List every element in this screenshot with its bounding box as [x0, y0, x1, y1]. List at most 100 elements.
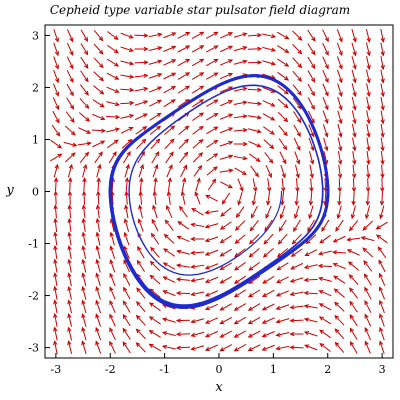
trajectory-segment	[240, 190, 283, 255]
field-arrow	[175, 345, 191, 350]
field-arrow	[149, 260, 161, 272]
field-arrow	[53, 190, 58, 205]
field-arrow	[93, 30, 104, 42]
y-tick-label: -1	[28, 238, 39, 251]
field-arrow	[335, 219, 344, 232]
field-arrow	[67, 163, 73, 178]
field-arrow	[162, 276, 176, 283]
field-arrow	[275, 276, 289, 284]
field-arrow	[289, 291, 304, 297]
field-arrow	[233, 114, 248, 119]
field-arrow	[334, 341, 345, 353]
field-arrow	[81, 340, 87, 354]
field-arrow	[351, 29, 357, 43]
field-arrow	[109, 258, 116, 273]
field-arrow	[365, 178, 371, 193]
field-arrow	[109, 272, 116, 286]
field-arrow	[93, 43, 104, 55]
field-arrow	[139, 177, 144, 192]
field-arrow	[219, 262, 232, 271]
field-arrow	[349, 313, 358, 327]
field-arrow	[206, 139, 219, 148]
field-arrow	[349, 340, 358, 354]
field-arrow	[247, 33, 263, 38]
field-arrow	[247, 303, 261, 311]
field-arrow	[95, 231, 101, 246]
field-arrow	[204, 330, 219, 338]
field-arrow	[207, 178, 217, 191]
field-arrow	[67, 231, 72, 246]
field-arrow	[318, 290, 332, 297]
field-arrow	[192, 99, 205, 108]
field-arrow	[82, 177, 87, 192]
field-arrow	[365, 191, 370, 206]
field-arrow	[378, 272, 386, 286]
field-arrow	[304, 344, 318, 351]
field-arrow	[303, 317, 318, 323]
field-arrow	[322, 83, 329, 97]
trajectory-segment	[185, 289, 234, 309]
field-arrow	[365, 205, 371, 220]
field-arrow	[363, 273, 372, 286]
field-arrow	[219, 168, 234, 173]
field-arrow	[82, 163, 88, 178]
field-arrow	[177, 72, 191, 80]
field-arrow	[175, 318, 191, 323]
field-arrow	[162, 290, 176, 297]
field-arrow	[319, 329, 331, 339]
field-arrow	[66, 56, 74, 70]
field-arrow	[108, 151, 117, 164]
field-arrow	[262, 60, 277, 66]
field-arrow	[247, 115, 263, 120]
field-arrow	[233, 289, 247, 298]
field-arrow	[279, 151, 287, 165]
field-arrow	[375, 221, 388, 230]
field-arrow	[148, 330, 161, 338]
field-arrow	[351, 83, 357, 98]
field-arrow	[206, 112, 219, 121]
x-tick-label: 0	[216, 363, 223, 376]
field-arrow	[261, 317, 275, 324]
field-arrow	[67, 29, 74, 43]
field-arrow	[275, 304, 290, 310]
field-arrow	[265, 205, 272, 219]
field-arrow	[67, 340, 73, 355]
field-arrow	[162, 262, 176, 270]
x-tick-label: 1	[270, 363, 277, 376]
field-arrow	[96, 163, 102, 178]
field-arrow	[317, 276, 332, 282]
field-arrow	[67, 272, 72, 287]
field-arrow	[317, 263, 332, 269]
field-arrow	[190, 236, 205, 242]
field-arrow	[350, 205, 356, 220]
field-arrow	[322, 29, 329, 43]
field-arrow	[152, 204, 158, 219]
field-arrow	[349, 327, 358, 340]
field-arrow	[292, 43, 303, 55]
field-arrow	[91, 128, 107, 133]
field-arrow	[134, 86, 149, 92]
field-arrow	[95, 272, 101, 287]
field-arrow	[365, 42, 371, 57]
field-arrow	[52, 83, 60, 97]
field-arrow	[308, 151, 315, 165]
field-arrow	[206, 153, 219, 162]
field-arrow	[151, 218, 159, 232]
field-arrow	[93, 85, 105, 95]
field-arrow	[66, 42, 74, 56]
field-arrow	[263, 139, 275, 150]
field-arrow	[107, 31, 119, 41]
field-arrow	[234, 234, 246, 244]
field-arrow	[233, 303, 247, 311]
field-arrow	[120, 32, 134, 39]
field-arrow	[337, 96, 343, 111]
field-arrow	[307, 70, 316, 83]
field-arrow	[233, 127, 248, 133]
field-arrow	[307, 43, 316, 56]
field-arrow	[364, 340, 371, 354]
field-arrow	[379, 340, 385, 354]
field-arrow	[219, 303, 233, 311]
field-arrow	[364, 313, 372, 327]
field-arrow	[366, 164, 371, 179]
field-arrow	[280, 178, 286, 193]
